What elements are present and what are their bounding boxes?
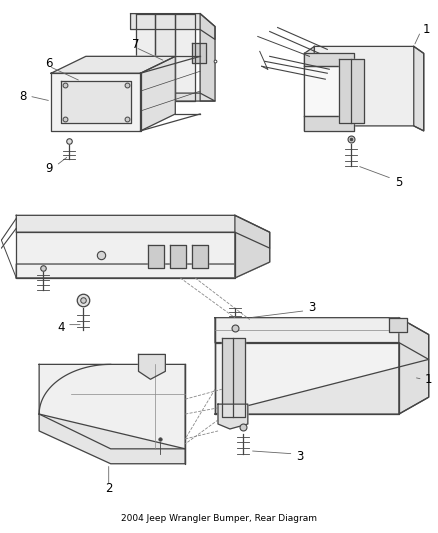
Text: 5: 5 [394,176,402,189]
Text: 1: 1 [422,23,429,36]
Polygon shape [192,245,208,268]
Text: 7: 7 [131,38,139,51]
Polygon shape [304,46,314,131]
Polygon shape [192,43,205,63]
Polygon shape [16,215,269,248]
Text: 1: 1 [424,373,431,386]
Polygon shape [61,81,130,123]
Polygon shape [16,248,269,278]
Text: 8: 8 [20,90,27,102]
Polygon shape [304,53,353,66]
Text: 2004 Jeep Wrangler Bumper, Rear Diagram: 2004 Jeep Wrangler Bumper, Rear Diagram [121,514,316,523]
Polygon shape [304,66,353,116]
Polygon shape [51,73,140,131]
Polygon shape [215,318,427,359]
Polygon shape [39,365,185,449]
Text: 4: 4 [57,321,65,334]
Polygon shape [130,93,215,101]
Text: 6: 6 [45,57,53,70]
Polygon shape [148,245,164,268]
Polygon shape [413,46,423,131]
Polygon shape [314,46,423,131]
Polygon shape [339,59,363,123]
Polygon shape [215,359,427,414]
Text: 3: 3 [295,450,303,463]
Text: 2: 2 [105,482,112,495]
Polygon shape [388,318,406,332]
Polygon shape [140,56,175,131]
Polygon shape [175,14,195,101]
Polygon shape [234,215,269,278]
Polygon shape [398,318,427,414]
Polygon shape [215,343,398,414]
Polygon shape [222,337,244,417]
Polygon shape [170,245,186,268]
Polygon shape [16,232,234,278]
Polygon shape [218,404,247,429]
Polygon shape [155,14,175,101]
Polygon shape [39,414,185,464]
Polygon shape [51,56,175,73]
Polygon shape [130,14,215,39]
Polygon shape [135,14,155,101]
Text: 9: 9 [45,162,53,175]
Polygon shape [200,14,215,101]
Polygon shape [304,116,353,131]
Polygon shape [138,354,165,379]
Text: 3: 3 [307,301,314,314]
